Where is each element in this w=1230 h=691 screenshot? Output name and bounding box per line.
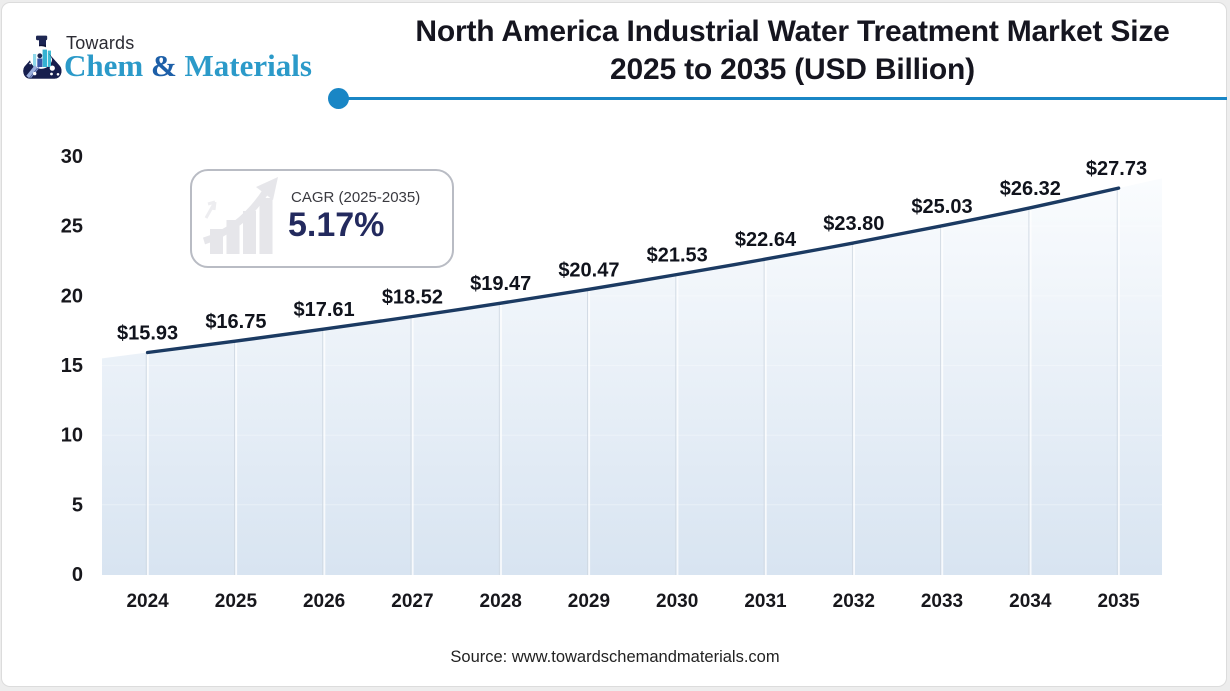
- svg-text:$26.32: $26.32: [1000, 178, 1061, 200]
- svg-text:$20.47: $20.47: [558, 259, 619, 281]
- svg-text:$22.64: $22.64: [735, 229, 797, 251]
- svg-text:$25.03: $25.03: [911, 196, 972, 218]
- svg-text:30: 30: [61, 146, 83, 168]
- svg-text:2035: 2035: [1097, 591, 1140, 612]
- svg-text:2026: 2026: [303, 591, 345, 612]
- svg-text:2031: 2031: [744, 591, 787, 612]
- svg-text:$16.75: $16.75: [205, 311, 266, 333]
- svg-text:2025: 2025: [215, 591, 258, 612]
- svg-text:0: 0: [72, 564, 83, 586]
- svg-text:20: 20: [61, 285, 83, 307]
- svg-text:$15.93: $15.93: [117, 323, 178, 345]
- svg-text:$23.80: $23.80: [823, 213, 884, 235]
- svg-text:2032: 2032: [833, 591, 875, 612]
- svg-text:2030: 2030: [656, 591, 698, 612]
- svg-text:$21.53: $21.53: [647, 245, 708, 267]
- svg-text:$27.73: $27.73: [1086, 158, 1147, 180]
- svg-text:$18.52: $18.52: [382, 287, 443, 309]
- svg-text:2024: 2024: [126, 591, 169, 612]
- svg-text:10: 10: [61, 425, 83, 447]
- svg-text:$17.61: $17.61: [294, 299, 355, 321]
- svg-text:25: 25: [61, 216, 83, 238]
- svg-text:2027: 2027: [391, 591, 433, 612]
- svg-text:$19.47: $19.47: [470, 273, 531, 295]
- svg-text:2033: 2033: [921, 591, 963, 612]
- svg-text:15: 15: [61, 355, 83, 377]
- svg-text:2034: 2034: [1009, 591, 1052, 612]
- svg-text:5: 5: [72, 494, 83, 516]
- svg-text:2028: 2028: [480, 591, 522, 612]
- svg-text:2029: 2029: [568, 591, 610, 612]
